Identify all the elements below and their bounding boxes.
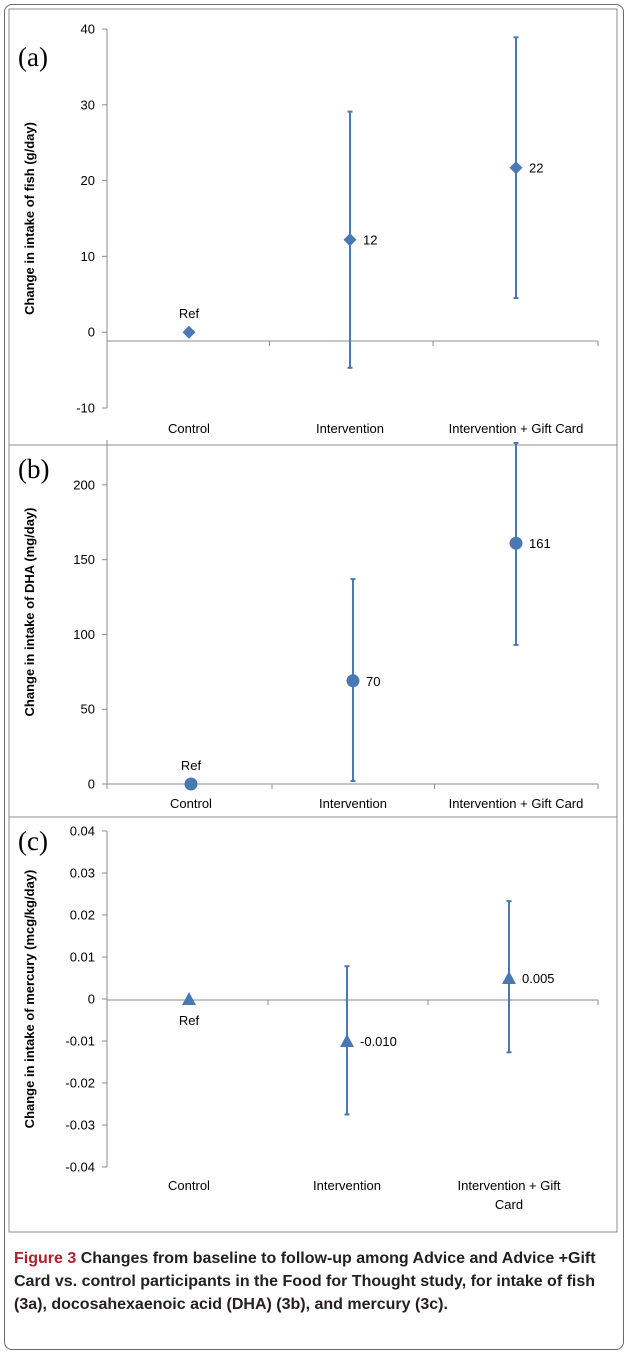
data-label: 161 xyxy=(529,536,551,551)
data-label: Ref xyxy=(179,1013,200,1028)
category-label: Intervention xyxy=(313,1178,381,1193)
data-point-diamond xyxy=(343,233,357,247)
data-label: -0.010 xyxy=(360,1034,397,1049)
panel-box xyxy=(8,8,618,446)
caption-title: Figure 3 xyxy=(14,1250,77,1267)
y-tick-label: 30 xyxy=(81,97,95,112)
data-point-diamond xyxy=(509,161,523,175)
y-tick-label: 50 xyxy=(81,702,95,717)
data-point-circle xyxy=(346,674,360,688)
y-tick-label: 0 xyxy=(88,325,95,340)
y-axis-title: Change in intake of fish (g/day) xyxy=(22,122,37,315)
y-tick-label: -0.02 xyxy=(65,1076,95,1091)
figure-caption: Figure 3 Changes from baseline to follow… xyxy=(14,1247,614,1316)
y-tick-label: 10 xyxy=(81,249,95,264)
data-label: Ref xyxy=(181,758,202,773)
data-point-circle xyxy=(509,536,523,550)
category-label: Intervention + Gift Card xyxy=(449,796,584,811)
caption-text: Changes from baseline to follow-up among… xyxy=(14,1250,596,1313)
panel-box xyxy=(8,444,618,818)
y-tick-label: 200 xyxy=(73,477,95,492)
y-tick-label: 0.03 xyxy=(70,866,95,881)
category-label: Control xyxy=(170,796,212,811)
panel-label: (c) xyxy=(18,826,48,856)
data-point-triangle xyxy=(502,971,516,984)
y-tick-label: 20 xyxy=(81,173,95,188)
y-axis-title: Change in intake of mercury (mcg/kg/day) xyxy=(22,870,37,1129)
category-label: Intervention xyxy=(316,421,384,436)
y-tick-label: 0.04 xyxy=(70,824,95,839)
y-tick-label: -10 xyxy=(76,401,95,416)
data-label: Ref xyxy=(179,306,200,321)
category-label: Intervention xyxy=(319,796,387,811)
y-tick-label: -0.03 xyxy=(65,1118,95,1133)
y-tick-label: 100 xyxy=(73,627,95,642)
data-label: 22 xyxy=(529,161,543,176)
y-tick-label: 0.02 xyxy=(70,908,95,923)
category-label: Control xyxy=(168,1178,210,1193)
data-point-triangle xyxy=(340,1034,354,1047)
panel-box xyxy=(8,816,618,1233)
y-tick-label: 0 xyxy=(88,777,95,792)
y-tick-label: 0 xyxy=(88,992,95,1007)
data-point-diamond xyxy=(182,325,196,339)
category-label: Control xyxy=(168,421,210,436)
y-axis-title: Change in intake of DHA (mg/day) xyxy=(22,508,37,717)
y-tick-label: 40 xyxy=(81,22,95,37)
figure-frame xyxy=(4,4,624,1350)
data-point-circle xyxy=(184,777,198,791)
category-label: Intervention + Gift xyxy=(458,1178,561,1193)
data-label: 12 xyxy=(363,233,377,248)
category-label: Card xyxy=(495,1197,523,1212)
panel-label: (b) xyxy=(18,454,49,484)
data-label: 70 xyxy=(366,674,380,689)
data-label: 0.005 xyxy=(522,971,555,986)
data-point-triangle xyxy=(182,992,196,1005)
y-tick-label: 0.01 xyxy=(70,950,95,965)
y-tick-label: -0.04 xyxy=(65,1160,95,1175)
y-tick-label: 150 xyxy=(73,552,95,567)
y-tick-label: -0.01 xyxy=(65,1034,95,1049)
category-label: Intervention + Gift Card xyxy=(449,421,584,436)
panel-label: (a) xyxy=(18,42,48,72)
